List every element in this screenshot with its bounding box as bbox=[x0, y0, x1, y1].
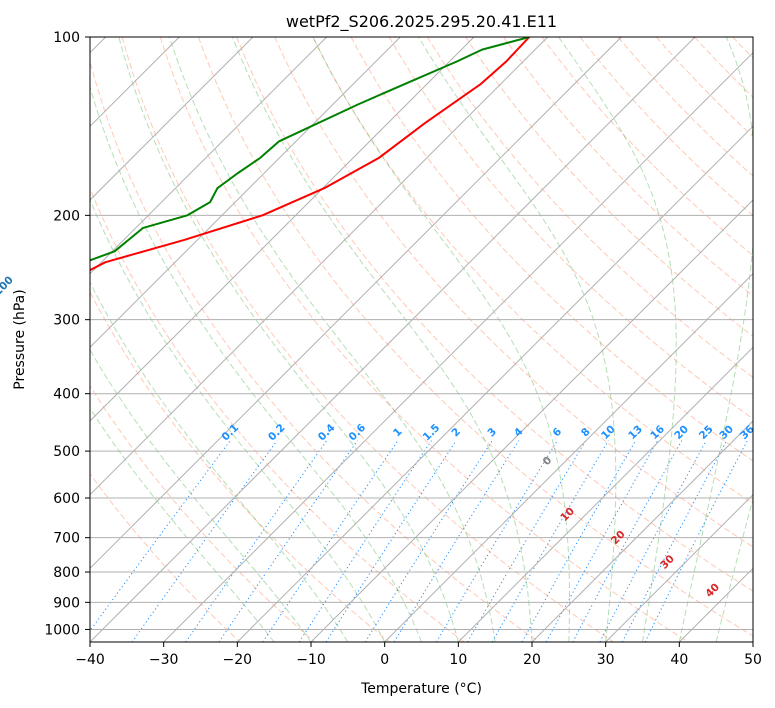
isotherm-line bbox=[90, 37, 401, 349]
moist-adiabat-line bbox=[90, 281, 349, 642]
dry-adiabat-line bbox=[503, 37, 753, 297]
x-tick-label: −30 bbox=[149, 652, 179, 668]
x-tick-label: 30 bbox=[597, 652, 615, 668]
dry-adiabat-line bbox=[388, 37, 753, 420]
isotherm-line bbox=[531, 420, 753, 642]
isotherm-line bbox=[236, 125, 753, 642]
y-tick-label: 700 bbox=[53, 531, 80, 547]
moist-adiabat-line bbox=[90, 198, 386, 642]
dry-adiabat-line bbox=[90, 384, 316, 642]
x-tick-label: −20 bbox=[223, 652, 253, 668]
moist-adiabat-line bbox=[312, 37, 570, 642]
isotherm-line bbox=[90, 37, 549, 496]
mixing-ratio-line bbox=[131, 440, 278, 642]
mixing-ratio-line bbox=[298, 440, 432, 642]
mixing-ratio-line bbox=[467, 440, 587, 642]
x-tick-label: 50 bbox=[744, 652, 762, 668]
dry-adiabat-line bbox=[617, 37, 753, 177]
y-tick-label: 100 bbox=[53, 30, 80, 46]
y-tick-label: 1000 bbox=[44, 622, 80, 638]
x-tick-label: −10 bbox=[296, 652, 326, 668]
x-tick-label: 20 bbox=[523, 652, 541, 668]
dry-adiabat-line bbox=[90, 186, 465, 642]
plot-area bbox=[90, 37, 753, 642]
moist-adiabat-line bbox=[231, 37, 533, 642]
isotherm-line bbox=[90, 37, 254, 201]
isotherm-line bbox=[310, 199, 753, 642]
mixing-ratio-line bbox=[572, 440, 683, 642]
y-tick-label: 200 bbox=[53, 208, 80, 224]
moist-adiabat-line bbox=[90, 85, 422, 642]
dry-adiabat-line bbox=[541, 37, 753, 257]
x-tick-label: 10 bbox=[449, 652, 467, 668]
x-tick-label: 40 bbox=[670, 652, 688, 668]
mixing-ratio-line bbox=[364, 440, 493, 642]
isotherm-line bbox=[384, 272, 753, 642]
grid-lines bbox=[90, 37, 753, 642]
y-tick-label: 800 bbox=[53, 565, 80, 581]
isotherm-line bbox=[163, 51, 753, 642]
profile-lines bbox=[90, 37, 531, 272]
isotherm-line bbox=[605, 493, 753, 642]
y-tick-label: 600 bbox=[53, 491, 80, 507]
x-tick-label: 0 bbox=[380, 652, 389, 668]
moist-adiabat-line bbox=[90, 407, 275, 642]
isotherm-line bbox=[90, 37, 622, 570]
x-axis-ticks: −40 −30 −20 −10 0 10 20 30 40 50 bbox=[75, 642, 762, 668]
mixing-ratio-line bbox=[545, 440, 659, 642]
mixing-ratio-line bbox=[491, 440, 609, 642]
y-axis-label: Pressure (hPa) bbox=[12, 289, 28, 389]
y-tick-label: 500 bbox=[53, 444, 80, 460]
isotherm-line bbox=[90, 37, 328, 275]
y-tick-label: 400 bbox=[53, 387, 80, 403]
isotherm-line bbox=[90, 37, 475, 422]
isotherm-line bbox=[457, 346, 753, 642]
dry-adiabat-line bbox=[465, 37, 753, 337]
isotherm-line bbox=[90, 37, 696, 642]
guide-lines bbox=[90, 37, 753, 642]
moist-adiabat-line bbox=[558, 37, 677, 642]
dry-adiabat-line bbox=[274, 37, 753, 548]
mixing-ratio-line bbox=[521, 440, 637, 642]
x-tick-label: −40 bbox=[75, 652, 105, 668]
plot-frame bbox=[89, 36, 754, 643]
dry-adiabat-line bbox=[121, 37, 614, 642]
dry-adiabat-line bbox=[159, 37, 689, 642]
x-axis-label: Temperature (°C) bbox=[360, 681, 482, 697]
dry-adiabat-line bbox=[312, 37, 753, 505]
temperature-profile-line bbox=[90, 37, 531, 272]
dry-adiabat-line bbox=[90, 59, 540, 642]
y-tick-label: 900 bbox=[53, 595, 80, 611]
dry-adiabat-line bbox=[198, 37, 753, 637]
moist-adiabat-line bbox=[418, 37, 617, 642]
moist-adiabat-line bbox=[90, 349, 312, 642]
mixing-ratio-line bbox=[185, 440, 328, 642]
moist-adiabat-line bbox=[168, 37, 496, 642]
moist-adiabat-line bbox=[118, 37, 459, 642]
y-tick-label: 300 bbox=[53, 313, 80, 329]
dewpoint-profile-line bbox=[90, 37, 530, 262]
mixing-ratio-line bbox=[325, 440, 457, 642]
moist-adiabat-line bbox=[678, 37, 753, 642]
mixing-ratio-line bbox=[435, 440, 558, 642]
y-axis-ticks: 100 200 300 400 500 600 700 800 900 1000 bbox=[44, 30, 90, 638]
mixing-ratio-line bbox=[90, 440, 231, 632]
chart-title: wetPf2_S206.2025.295.20.41.E11 bbox=[286, 12, 557, 32]
dry-adiabat-line bbox=[90, 291, 390, 642]
dry-adiabat-line bbox=[350, 37, 753, 462]
